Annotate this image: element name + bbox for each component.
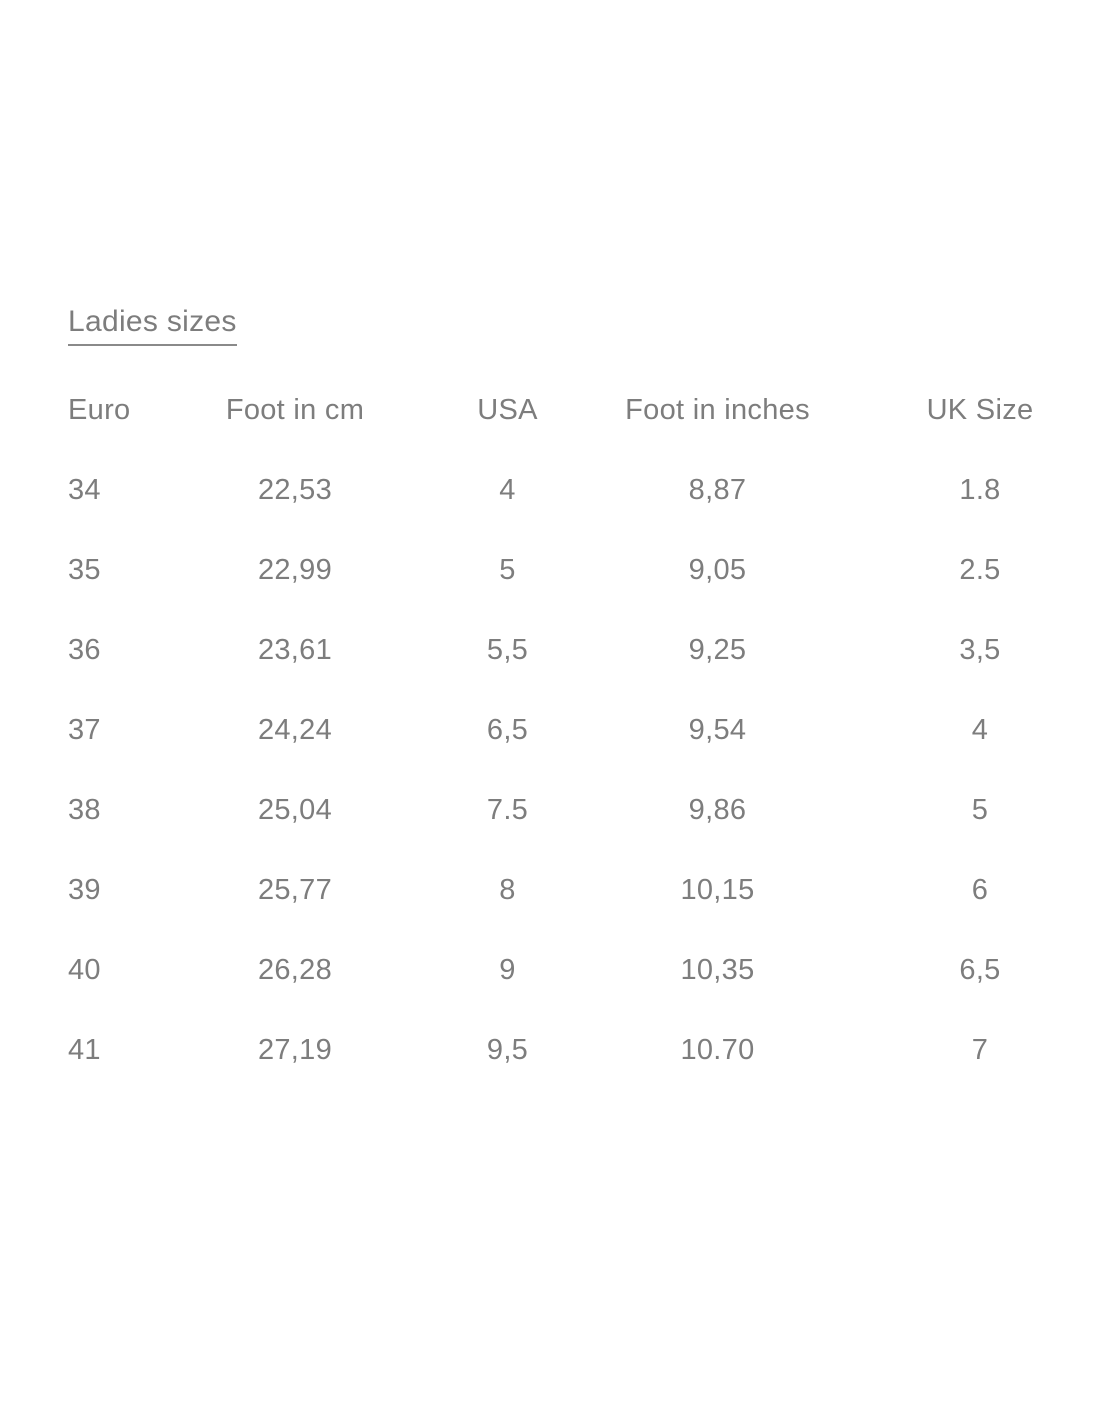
table-row: 37 24,24 6,5 9,54 4 — [68, 690, 1100, 770]
table-row: 41 27,19 9,5 10.70 7 — [68, 1010, 1100, 1090]
table-cell: 9,25 — [688, 633, 747, 666]
table-cell: 1.8 — [959, 473, 1001, 506]
table-cell: 26,28 — [257, 953, 333, 986]
table-row: 36 23,61 5,5 9,25 3,5 — [68, 610, 1100, 690]
table-cell: 6,5 — [959, 953, 1001, 986]
table-cell: 9,05 — [688, 553, 747, 586]
table-cell: 9,86 — [688, 793, 747, 826]
table-row: 39 25,77 8 10,15 6 — [68, 850, 1100, 930]
table-cell: 40 — [68, 953, 101, 986]
table-row: 34 22,53 4 8,87 1.8 — [68, 450, 1100, 530]
column-header-foot-inches: Foot in inches — [625, 393, 810, 426]
table-body: 34 22,53 4 8,87 1.8 35 22,99 5 9,05 2.5 36 23,61 5,5… — [68, 450, 1100, 1090]
table-cell: 5 — [971, 793, 989, 826]
table-cell: 6 — [971, 873, 989, 906]
column-header-usa: USA — [477, 393, 538, 426]
table-cell: 9 — [499, 953, 516, 986]
table-cell: 24,24 — [257, 713, 333, 746]
column-header-euro: Euro — [68, 393, 131, 426]
size-chart-section: Ladies sizes Euro Foot in cm USA Foot in… — [68, 303, 1100, 1090]
table-cell: 4 — [499, 473, 516, 506]
table-cell: 3,5 — [959, 633, 1001, 666]
table-cell: 27,19 — [257, 1033, 333, 1066]
table-cell: 5,5 — [486, 633, 529, 666]
table-cell: 8 — [499, 873, 516, 906]
table-cell: 7 — [971, 1033, 989, 1066]
table-cell: 5 — [499, 553, 516, 586]
table-cell: 6,5 — [486, 713, 529, 746]
table-cell: 8,87 — [688, 473, 747, 506]
table-cell: 9,5 — [486, 1033, 529, 1066]
table-row: 40 26,28 9 10,35 6,5 — [68, 930, 1100, 1010]
table-cell: 39 — [68, 873, 101, 906]
header-row: Euro Foot in cm USA Foot in inches UK Si… — [68, 370, 1100, 450]
table-cell: 25,04 — [257, 793, 333, 826]
table-cell: 2.5 — [959, 553, 1001, 586]
table-cell: 10,35 — [680, 953, 755, 986]
table-cell: 22,99 — [257, 553, 333, 586]
table-row: 38 25,04 7.5 9,86 5 — [68, 770, 1100, 850]
table-row: 35 22,99 5 9,05 2.5 — [68, 530, 1100, 610]
table-cell: 35 — [68, 553, 101, 586]
column-header-uk-size: UK Size — [926, 393, 1034, 426]
table-cell: 22,53 — [257, 473, 333, 506]
size-chart-table: Euro Foot in cm USA Foot in inches UK Si… — [68, 370, 1100, 1090]
table-cell: 9,54 — [688, 713, 747, 746]
table-cell: 4 — [971, 713, 989, 746]
table-cell: 37 — [68, 713, 101, 746]
table-cell: 38 — [68, 793, 101, 826]
table-cell: 23,61 — [257, 633, 333, 666]
table-cell: 7.5 — [486, 793, 529, 826]
table-cell: 10,15 — [680, 873, 755, 906]
table-cell: 36 — [68, 633, 101, 666]
table-cell: 34 — [68, 473, 101, 506]
table-cell: 10.70 — [680, 1033, 755, 1066]
table-cell: 41 — [68, 1033, 101, 1066]
column-header-foot-cm: Foot in cm — [225, 393, 365, 426]
table-cell: 25,77 — [257, 873, 333, 906]
size-chart-title: Ladies sizes — [68, 303, 237, 346]
